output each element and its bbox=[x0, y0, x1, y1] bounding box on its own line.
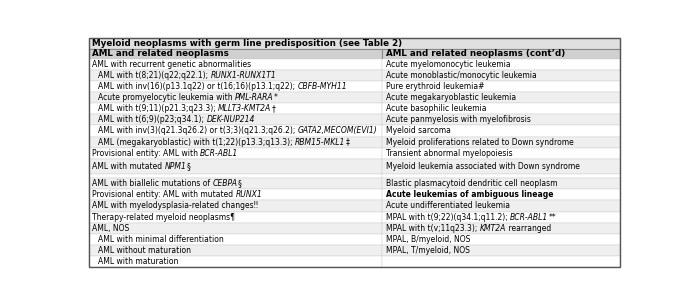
Text: §: § bbox=[237, 179, 241, 188]
Text: DEK-NUP214: DEK-NUP214 bbox=[207, 115, 255, 124]
Text: Acute basophilic leukemia: Acute basophilic leukemia bbox=[386, 104, 486, 113]
Bar bbox=[382, 125, 620, 137]
Bar bbox=[88, 212, 382, 223]
Text: Acute megakaryoblastic leukemia: Acute megakaryoblastic leukemia bbox=[386, 93, 516, 102]
Text: AML, NOS: AML, NOS bbox=[92, 224, 129, 233]
Text: GATA2,MECOM(EVI1): GATA2,MECOM(EVI1) bbox=[298, 127, 377, 136]
Bar bbox=[88, 234, 382, 245]
Text: AML and related neoplasms (cont’d): AML and related neoplasms (cont’d) bbox=[386, 49, 565, 58]
Bar bbox=[382, 148, 620, 159]
Text: BCR-ABL1: BCR-ABL1 bbox=[510, 213, 548, 222]
Text: PML-RARA: PML-RARA bbox=[235, 93, 274, 102]
Text: CBFB-MYH11: CBFB-MYH11 bbox=[298, 82, 347, 91]
Text: *: * bbox=[274, 93, 278, 102]
Text: RUNX1: RUNX1 bbox=[236, 190, 262, 199]
Text: Acute undifferentiated leukemia: Acute undifferentiated leukemia bbox=[386, 201, 510, 210]
Text: RUNX1-RUNX1T1: RUNX1-RUNX1T1 bbox=[211, 71, 276, 80]
Text: Provisional entity: AML with: Provisional entity: AML with bbox=[92, 149, 200, 158]
Text: Blastic plasmacytoid dendritic cell neoplasm: Blastic plasmacytoid dendritic cell neop… bbox=[386, 179, 558, 188]
Bar bbox=[382, 234, 620, 245]
Text: AML with inv(3)(q21.3q26.2) or t(3;3)(q21.3;q26.2);: AML with inv(3)(q21.3q26.2) or t(3;3)(q2… bbox=[98, 127, 298, 136]
Text: AML (megakaryoblastic) with t(1;22)(p13.3;q13.3);: AML (megakaryoblastic) with t(1;22)(p13.… bbox=[98, 138, 295, 146]
Text: AML with inv(16)(p13.1q22) or t(16;16)(p13.1;q22);: AML with inv(16)(p13.1q22) or t(16;16)(p… bbox=[98, 82, 298, 91]
Bar bbox=[88, 223, 382, 234]
Bar bbox=[88, 114, 382, 125]
Text: BCR-ABL1: BCR-ABL1 bbox=[200, 149, 238, 158]
Text: Acute myelomonocytic leukemia: Acute myelomonocytic leukemia bbox=[386, 59, 511, 69]
Bar bbox=[382, 81, 620, 92]
Bar bbox=[88, 178, 382, 189]
Text: Pure erythroid leukemia#: Pure erythroid leukemia# bbox=[386, 82, 484, 91]
Bar bbox=[382, 59, 620, 70]
Bar bbox=[88, 49, 382, 59]
Bar bbox=[382, 175, 620, 178]
Text: Acute promyelocytic leukemia with: Acute promyelocytic leukemia with bbox=[98, 93, 235, 102]
Bar bbox=[88, 175, 382, 178]
Text: AML with t(8;21)(q22;q22.1);: AML with t(8;21)(q22;q22.1); bbox=[98, 71, 211, 80]
Text: Provisional entity: AML with mutated: Provisional entity: AML with mutated bbox=[92, 190, 236, 199]
Text: MPAL with t(v;11q23.3);: MPAL with t(v;11q23.3); bbox=[386, 224, 480, 233]
Text: Acute panmyelosis with myelofibrosis: Acute panmyelosis with myelofibrosis bbox=[386, 115, 531, 124]
Bar bbox=[382, 256, 620, 267]
Bar bbox=[88, 245, 382, 256]
Text: AML with t(9;11)(p21.3;q23.3);: AML with t(9;11)(p21.3;q23.3); bbox=[98, 104, 218, 113]
Bar bbox=[382, 159, 620, 175]
Bar bbox=[88, 256, 382, 267]
Text: MPAL, T/myeloid, NOS: MPAL, T/myeloid, NOS bbox=[386, 246, 470, 255]
Bar bbox=[88, 59, 382, 70]
Bar bbox=[88, 38, 620, 49]
Text: AML without maturation: AML without maturation bbox=[98, 246, 191, 255]
Text: AML with maturation: AML with maturation bbox=[98, 257, 178, 266]
Bar bbox=[382, 223, 620, 234]
Bar bbox=[88, 125, 382, 137]
Text: AML with myelodysplasia-related changesǃǃ: AML with myelodysplasia-related changesǃ… bbox=[92, 201, 258, 210]
Bar bbox=[382, 178, 620, 189]
Text: ‡: ‡ bbox=[346, 138, 349, 146]
Bar bbox=[382, 137, 620, 148]
Bar bbox=[382, 245, 620, 256]
Text: †: † bbox=[272, 104, 275, 113]
Bar bbox=[88, 189, 382, 201]
Text: Myeloid proliferations related to Down syndrome: Myeloid proliferations related to Down s… bbox=[386, 138, 574, 146]
Text: AML and related neoplasms: AML and related neoplasms bbox=[92, 49, 229, 58]
Text: Transient abnormal myelopoiesis: Transient abnormal myelopoiesis bbox=[386, 149, 513, 158]
Text: rearranged: rearranged bbox=[506, 224, 551, 233]
Bar bbox=[382, 103, 620, 114]
Text: AML with biallelic mutations of: AML with biallelic mutations of bbox=[92, 179, 212, 188]
Bar bbox=[382, 201, 620, 212]
Text: **: ** bbox=[548, 213, 556, 222]
Bar bbox=[88, 137, 382, 148]
Text: AML with mutated: AML with mutated bbox=[92, 162, 164, 171]
Text: AML with minimal differentiation: AML with minimal differentiation bbox=[98, 235, 224, 244]
Text: Acute monoblastic/monocytic leukemia: Acute monoblastic/monocytic leukemia bbox=[386, 71, 537, 80]
Text: CEBPA: CEBPA bbox=[212, 179, 237, 188]
Text: Myeloid sarcoma: Myeloid sarcoma bbox=[386, 127, 451, 136]
Bar bbox=[88, 92, 382, 103]
Bar bbox=[382, 49, 620, 59]
Text: §: § bbox=[186, 162, 190, 171]
Bar bbox=[382, 189, 620, 201]
Bar bbox=[382, 212, 620, 223]
Text: RBM15-MKL1: RBM15-MKL1 bbox=[295, 138, 346, 146]
Bar bbox=[88, 201, 382, 212]
Text: AML with t(6;9)(p23;q34.1);: AML with t(6;9)(p23;q34.1); bbox=[98, 115, 207, 124]
Text: Myeloid neoplasms with germ line predisposition (see Table 2): Myeloid neoplasms with germ line predisp… bbox=[92, 39, 402, 48]
Text: Myeloid leukemia associated with Down syndrome: Myeloid leukemia associated with Down sy… bbox=[386, 162, 580, 171]
Bar bbox=[88, 148, 382, 159]
Text: AML with recurrent genetic abnormalities: AML with recurrent genetic abnormalities bbox=[92, 59, 251, 69]
Bar bbox=[88, 70, 382, 81]
Text: MPAL with t(9;22)(q34.1;q11.2);: MPAL with t(9;22)(q34.1;q11.2); bbox=[386, 213, 510, 222]
Bar bbox=[382, 92, 620, 103]
Text: Acute leukemias of ambiguous lineage: Acute leukemias of ambiguous lineage bbox=[386, 190, 553, 199]
Bar bbox=[382, 70, 620, 81]
Bar bbox=[88, 81, 382, 92]
Text: KMT2A: KMT2A bbox=[480, 224, 506, 233]
Bar bbox=[88, 159, 382, 175]
Text: NPM1: NPM1 bbox=[164, 162, 186, 171]
Text: MPAL, B/myeloid, NOS: MPAL, B/myeloid, NOS bbox=[386, 235, 471, 244]
Bar bbox=[382, 114, 620, 125]
Text: MLLT3-KMT2A: MLLT3-KMT2A bbox=[218, 104, 272, 113]
Text: Therapy-related myeloid neoplasms¶: Therapy-related myeloid neoplasms¶ bbox=[92, 213, 235, 222]
Bar bbox=[88, 103, 382, 114]
